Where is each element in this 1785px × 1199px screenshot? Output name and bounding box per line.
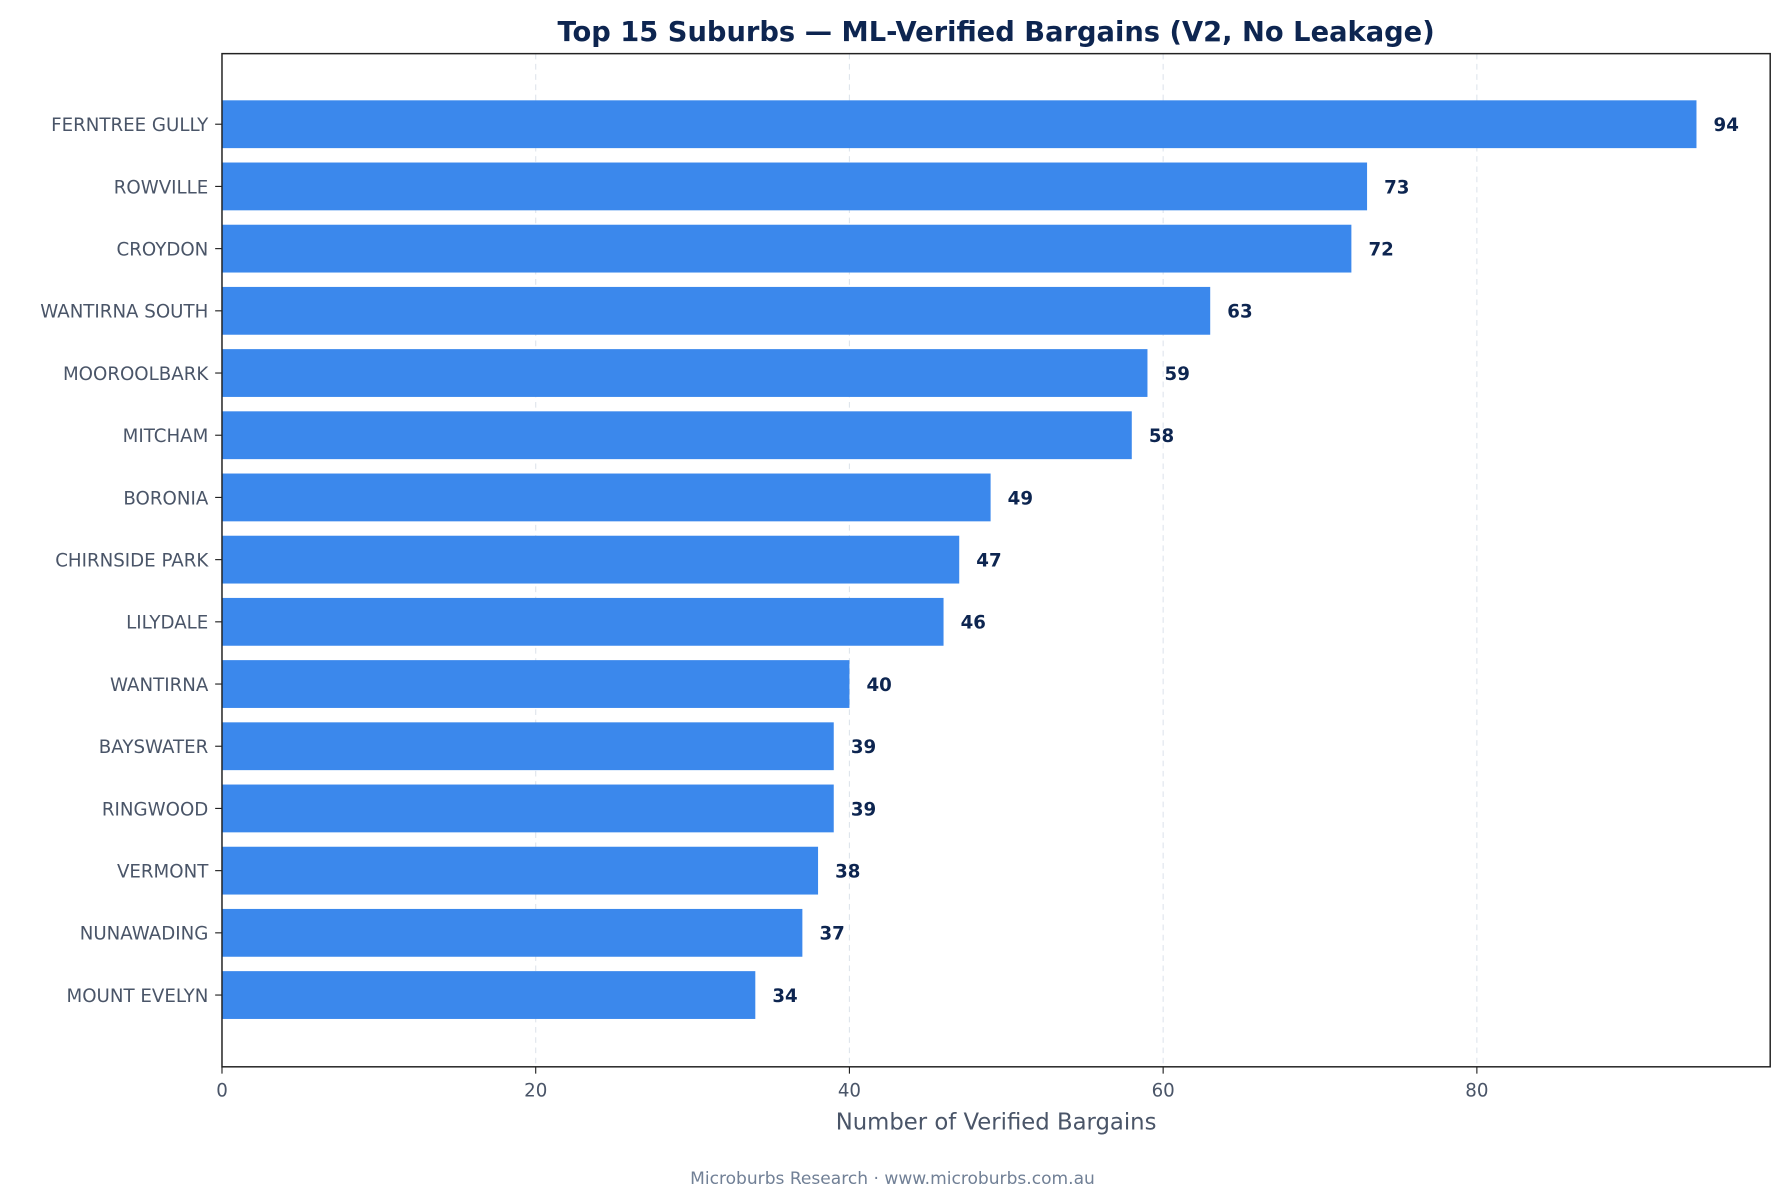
x-tick-label: 0 — [216, 1080, 228, 1101]
bar-value-label: 40 — [867, 675, 892, 696]
x-tick-label: 40 — [838, 1080, 861, 1101]
bar — [221, 411, 1132, 460]
bar — [221, 224, 1352, 273]
x-tick-label: 20 — [524, 1080, 547, 1101]
bar-value-label: 39 — [851, 799, 876, 820]
bar-value-label: 38 — [835, 861, 860, 882]
bar — [221, 535, 960, 584]
y-tick-label: BAYSWATER — [99, 737, 209, 758]
x-axis-label: Number of Verified Bargains — [836, 1109, 1157, 1135]
y-tick-label: CHIRNSIDE PARK — [55, 550, 209, 571]
bar-value-label: 58 — [1149, 426, 1174, 447]
bar-value-label: 59 — [1165, 364, 1190, 385]
chart-title: Top 15 Suburbs — ML-Verified Bargains (V… — [557, 17, 1434, 48]
bar — [221, 286, 1211, 335]
y-tick-label: FERNTREE GULLY — [51, 115, 209, 136]
bar — [221, 162, 1368, 211]
bar-value-label: 47 — [976, 550, 1001, 571]
y-tick-label: BORONIA — [123, 488, 208, 509]
y-tick-label: MOOROOLBARK — [63, 364, 209, 385]
bar — [221, 784, 834, 833]
y-tick-label: NUNAWADING — [80, 924, 209, 945]
bar-value-label: 39 — [851, 737, 876, 758]
y-tick-label: RINGWOOD — [102, 799, 208, 820]
bar-value-label: 63 — [1227, 302, 1252, 323]
bar — [221, 971, 756, 1019]
bar — [221, 846, 819, 895]
bar — [221, 660, 850, 708]
bar-value-label: 37 — [819, 924, 844, 945]
x-tick-label: 80 — [1465, 1080, 1488, 1101]
bar-value-label: 46 — [961, 613, 986, 634]
y-tick-label: WANTIRNA SOUTH — [40, 302, 208, 323]
bar-value-label: 34 — [772, 986, 797, 1007]
y-tick-label: MOUNT EVELYN — [67, 986, 209, 1007]
y-tick-label: WANTIRNA — [110, 675, 209, 696]
bar-value-label: 94 — [1714, 115, 1739, 136]
y-tick-label: VERMONT — [117, 861, 209, 882]
y-tick-label: CROYDON — [117, 239, 209, 260]
footer-credit: Microburbs Research · www.microburbs.com… — [690, 1169, 1095, 1189]
bar-value-label: 49 — [1008, 488, 1033, 509]
bar — [221, 908, 803, 957]
bar — [221, 100, 1697, 149]
y-tick-label: MITCHAM — [123, 426, 209, 447]
bar — [221, 349, 1148, 397]
x-tick-label: 60 — [1152, 1080, 1175, 1101]
bar — [221, 722, 834, 771]
y-tick-label: LILYDALE — [126, 613, 208, 634]
bar — [221, 597, 944, 646]
bar — [221, 473, 991, 522]
y-tick-label: ROWVILLE — [114, 177, 209, 198]
plot-frame — [221, 52, 1771, 1068]
bar-value-label: 72 — [1368, 239, 1393, 260]
bar-value-label: 73 — [1384, 177, 1409, 198]
